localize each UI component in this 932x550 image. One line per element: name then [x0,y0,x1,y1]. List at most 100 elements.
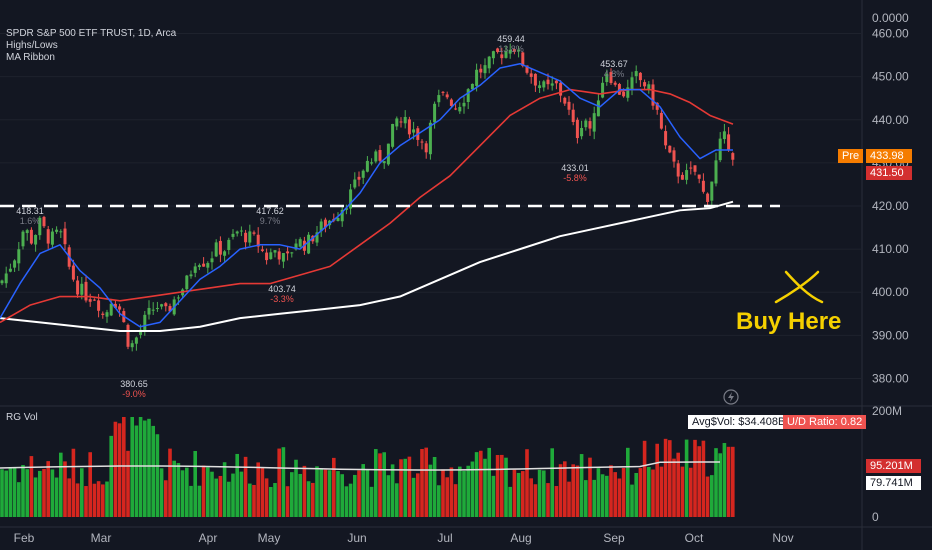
month-label: Apr [199,531,218,545]
hl-price-label: 417.62 [256,206,284,216]
candle-body [214,242,218,257]
volume-bar [29,456,34,517]
volume-bar [365,469,370,517]
candle-body [538,85,542,89]
candle-body [34,234,38,245]
symbol-title[interactable]: SPDR S&P 500 ETF TRUST, 1D, Arca [6,28,177,39]
pre-price-badge: 433.98 [866,149,912,163]
candle-body [407,119,411,135]
hl-price-label: 453.67 [600,59,628,69]
ma-ribbon-indicator[interactable]: MA Ribbon [6,52,55,63]
volume-bar [4,470,8,517]
month-label: Feb [14,531,35,545]
volume-bar [185,467,189,517]
volume-bar [348,483,353,517]
volume-bar [424,447,428,517]
candle-body [706,193,710,202]
candle-body [592,113,596,132]
hl-pct-label: 9.7% [260,216,281,226]
volume-bar [71,448,76,517]
volume-bar [332,457,336,517]
highs-lows-labels: 418.311.6% 380.65-9.0% 417.629.7% 403.74-3.… [16,34,628,399]
volume-bar [693,439,697,517]
candle-body [130,343,134,348]
volume-marker-1: 95.201M [866,459,921,473]
volume-bar [626,447,630,517]
candle-body [349,189,353,209]
volume-bar [714,448,718,517]
volume-bar [701,440,706,517]
volume-bar [164,480,168,517]
volume-bar [248,483,252,517]
hl-price-label: 418.31 [16,206,44,216]
volume-tick-label: 200M [872,404,902,418]
candle-body [378,150,382,161]
volume-bar [315,466,319,517]
highs-lows-indicator[interactable]: Highs/Lows [6,40,58,51]
candle-body [134,337,138,344]
volume-bars [0,417,735,517]
candle-body [25,230,29,234]
volume-bar [361,464,365,517]
candle-body [164,303,168,307]
volume-pane-label[interactable]: RG Vol [6,412,38,423]
volume-bar [239,471,244,517]
candle-body [189,274,193,277]
candle-body [357,176,361,180]
candle-body [622,91,626,97]
candle-body [521,52,525,66]
volume-bar [596,468,601,517]
candle-body [344,208,348,210]
candle-body [710,181,714,201]
candle-body [676,163,680,177]
price-tick-label: 380.00 [872,371,909,385]
volume-bar [38,470,42,517]
volume-bar [479,450,483,517]
time-axis: Feb Mar Apr May Jun Jul Aug Sep Oct Nov [14,531,794,545]
candle-body [596,100,600,117]
volume-bar [567,481,571,517]
last-price-badge: 431.50 [866,166,912,180]
candle-body [286,251,290,254]
volume-bar [197,485,202,517]
volume-bar [214,478,218,517]
hl-price-label: 380.65 [120,379,148,389]
volume-bar [252,484,256,517]
candle-body [113,303,117,308]
candle-body [319,221,323,232]
candle-body [277,251,281,260]
volume-bar [201,465,206,517]
volume-bar [101,484,105,517]
volume-bar [260,467,265,517]
volume-bar [378,453,382,517]
volume-bar [319,468,323,517]
candle-body [512,49,516,52]
volume-bar [500,454,504,517]
volume-bar [411,477,416,517]
candle-body [176,297,180,299]
volume-bar [441,469,445,517]
candle-body [88,299,92,302]
candle-body [160,304,164,307]
volume-bar [382,452,386,517]
volume-bar [705,476,710,517]
volume-bar [222,462,227,517]
month-label: Oct [685,531,704,545]
volume-bar [529,478,533,517]
volume-bar [403,458,407,517]
candle-body [559,82,563,96]
candle-body [370,162,374,164]
candle-body [487,56,491,69]
candle-body [466,89,470,103]
candle-body [92,299,96,301]
hl-price-label: 459.44 [497,34,525,44]
candle-body [50,231,54,245]
candle-body [197,265,201,268]
buy-here-annotation: Buy Here [736,308,842,335]
candle-body [458,107,462,112]
price-tick-label: 0.0000 [872,11,909,25]
candle-body [269,252,273,260]
volume-bar [168,448,172,517]
volume-bar [504,457,508,517]
